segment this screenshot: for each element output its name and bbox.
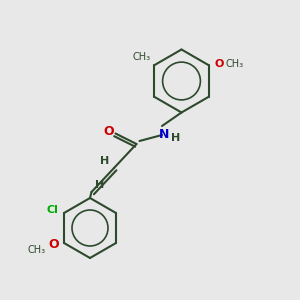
Text: CH₃: CH₃ xyxy=(225,59,243,69)
Text: O: O xyxy=(214,59,224,69)
Text: O: O xyxy=(48,238,58,251)
Text: H: H xyxy=(171,133,180,143)
Text: H: H xyxy=(95,180,104,190)
Text: CH₃: CH₃ xyxy=(27,244,45,255)
Text: H: H xyxy=(100,156,109,167)
Text: O: O xyxy=(103,124,114,138)
Text: Cl: Cl xyxy=(47,205,58,215)
Text: CH₃: CH₃ xyxy=(133,52,151,62)
Text: N: N xyxy=(159,128,170,141)
